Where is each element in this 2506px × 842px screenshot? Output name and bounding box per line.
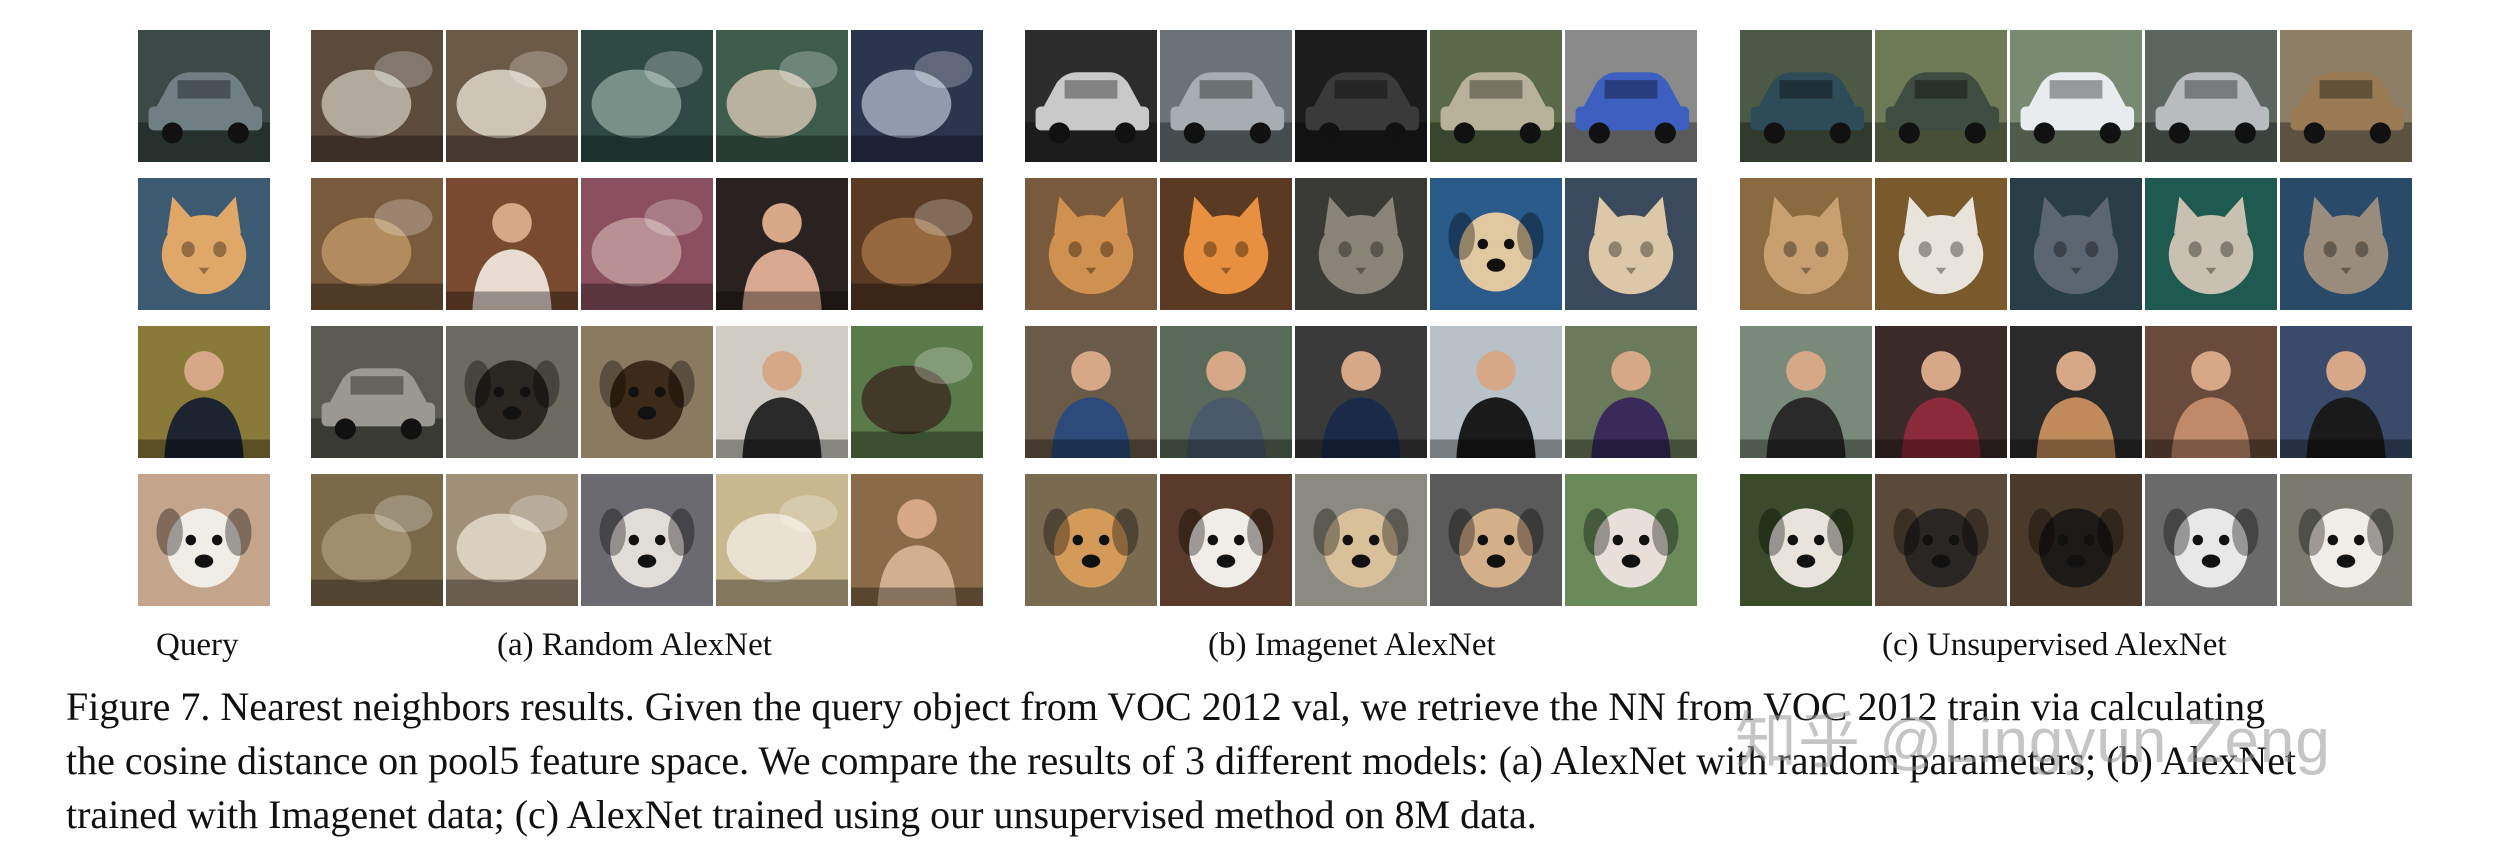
- unsupervised-result-3-2: [1875, 326, 2007, 458]
- unsupervised-result-1-1: [1740, 30, 1872, 162]
- random-result-3-3: [581, 326, 713, 458]
- imagenet-result-2-4: [1430, 178, 1562, 310]
- query-label: Query: [156, 627, 239, 663]
- unsupervised-result-1-5: [2280, 30, 2412, 162]
- unsupervised-result-3-4: [2145, 326, 2277, 458]
- query-dog-photo: [138, 474, 270, 606]
- unsupervised-result-3-1: [1740, 326, 1872, 458]
- random-result-3-1: [311, 326, 443, 458]
- caption-line-1: Figure 7. Nearest neighbors results. Giv…: [66, 684, 2266, 729]
- caption-line-3: trained with Imagenet data; (c) AlexNet …: [66, 792, 1537, 837]
- imagenet-alexnet-label: (b) Imagenet AlexNet: [1208, 627, 1496, 663]
- imagenet-result-1-3: [1295, 30, 1427, 162]
- random-result-4-3: [581, 474, 713, 606]
- random-result-1-1: [311, 30, 443, 162]
- unsupervised-alexnet-label: (c) Unsupervised AlexNet: [1882, 627, 2227, 663]
- random-result-3-5: [851, 326, 983, 458]
- imagenet-result-4-5: [1565, 474, 1697, 606]
- unsupervised-result-1-3: [2010, 30, 2142, 162]
- imagenet-result-1-2: [1160, 30, 1292, 162]
- random-result-1-4: [716, 30, 848, 162]
- imagenet-result-3-1: [1025, 326, 1157, 458]
- random-result-1-3: [581, 30, 713, 162]
- imagenet-result-3-4: [1430, 326, 1562, 458]
- imagenet-result-2-5: [1565, 178, 1697, 310]
- random-alexnet-label: (a) Random AlexNet: [497, 627, 772, 663]
- unsupervised-result-2-1: [1740, 178, 1872, 310]
- figure-caption: Figure 7. Nearest neighbors results. Giv…: [66, 680, 2506, 842]
- imagenet-result-3-5: [1565, 326, 1697, 458]
- unsupervised-result-2-4: [2145, 178, 2277, 310]
- unsupervised-result-2-3: [2010, 178, 2142, 310]
- imagenet-result-2-2: [1160, 178, 1292, 310]
- unsupervised-result-3-5: [2280, 326, 2412, 458]
- unsupervised-result-4-3: [2010, 474, 2142, 606]
- random-result-2-3: [581, 178, 713, 310]
- imagenet-result-1-1: [1025, 30, 1157, 162]
- random-result-4-5: [851, 474, 983, 606]
- random-result-4-2: [446, 474, 578, 606]
- imagenet-result-2-1: [1025, 178, 1157, 310]
- unsupervised-result-4-5: [2280, 474, 2412, 606]
- unsupervised-result-3-3: [2010, 326, 2142, 458]
- unsupervised-result-4-2: [1875, 474, 2007, 606]
- random-result-2-1: [311, 178, 443, 310]
- random-result-2-4: [716, 178, 848, 310]
- imagenet-result-3-2: [1160, 326, 1292, 458]
- imagenet-result-4-4: [1430, 474, 1562, 606]
- random-result-1-2: [446, 30, 578, 162]
- imagenet-result-4-3: [1295, 474, 1427, 606]
- imagenet-result-3-3: [1295, 326, 1427, 458]
- random-result-3-2: [446, 326, 578, 458]
- query-person-photo: [138, 326, 270, 458]
- random-result-4-1: [311, 474, 443, 606]
- unsupervised-result-1-2: [1875, 30, 2007, 162]
- unsupervised-result-2-5: [2280, 178, 2412, 310]
- random-result-2-5: [851, 178, 983, 310]
- query-car-photo: [138, 30, 270, 162]
- random-result-1-5: [851, 30, 983, 162]
- imagenet-result-1-4: [1430, 30, 1562, 162]
- unsupervised-result-2-2: [1875, 178, 2007, 310]
- random-result-2-2: [446, 178, 578, 310]
- imagenet-result-1-5: [1565, 30, 1697, 162]
- imagenet-result-2-3: [1295, 178, 1427, 310]
- unsupervised-result-4-1: [1740, 474, 1872, 606]
- unsupervised-result-4-4: [2145, 474, 2277, 606]
- random-result-4-4: [716, 474, 848, 606]
- imagenet-result-4-2: [1160, 474, 1292, 606]
- unsupervised-result-1-4: [2145, 30, 2277, 162]
- query-cat-photo: [138, 178, 270, 310]
- random-result-3-4: [716, 326, 848, 458]
- imagenet-result-4-1: [1025, 474, 1157, 606]
- caption-line-2: the cosine distance on pool5 feature spa…: [66, 738, 2297, 783]
